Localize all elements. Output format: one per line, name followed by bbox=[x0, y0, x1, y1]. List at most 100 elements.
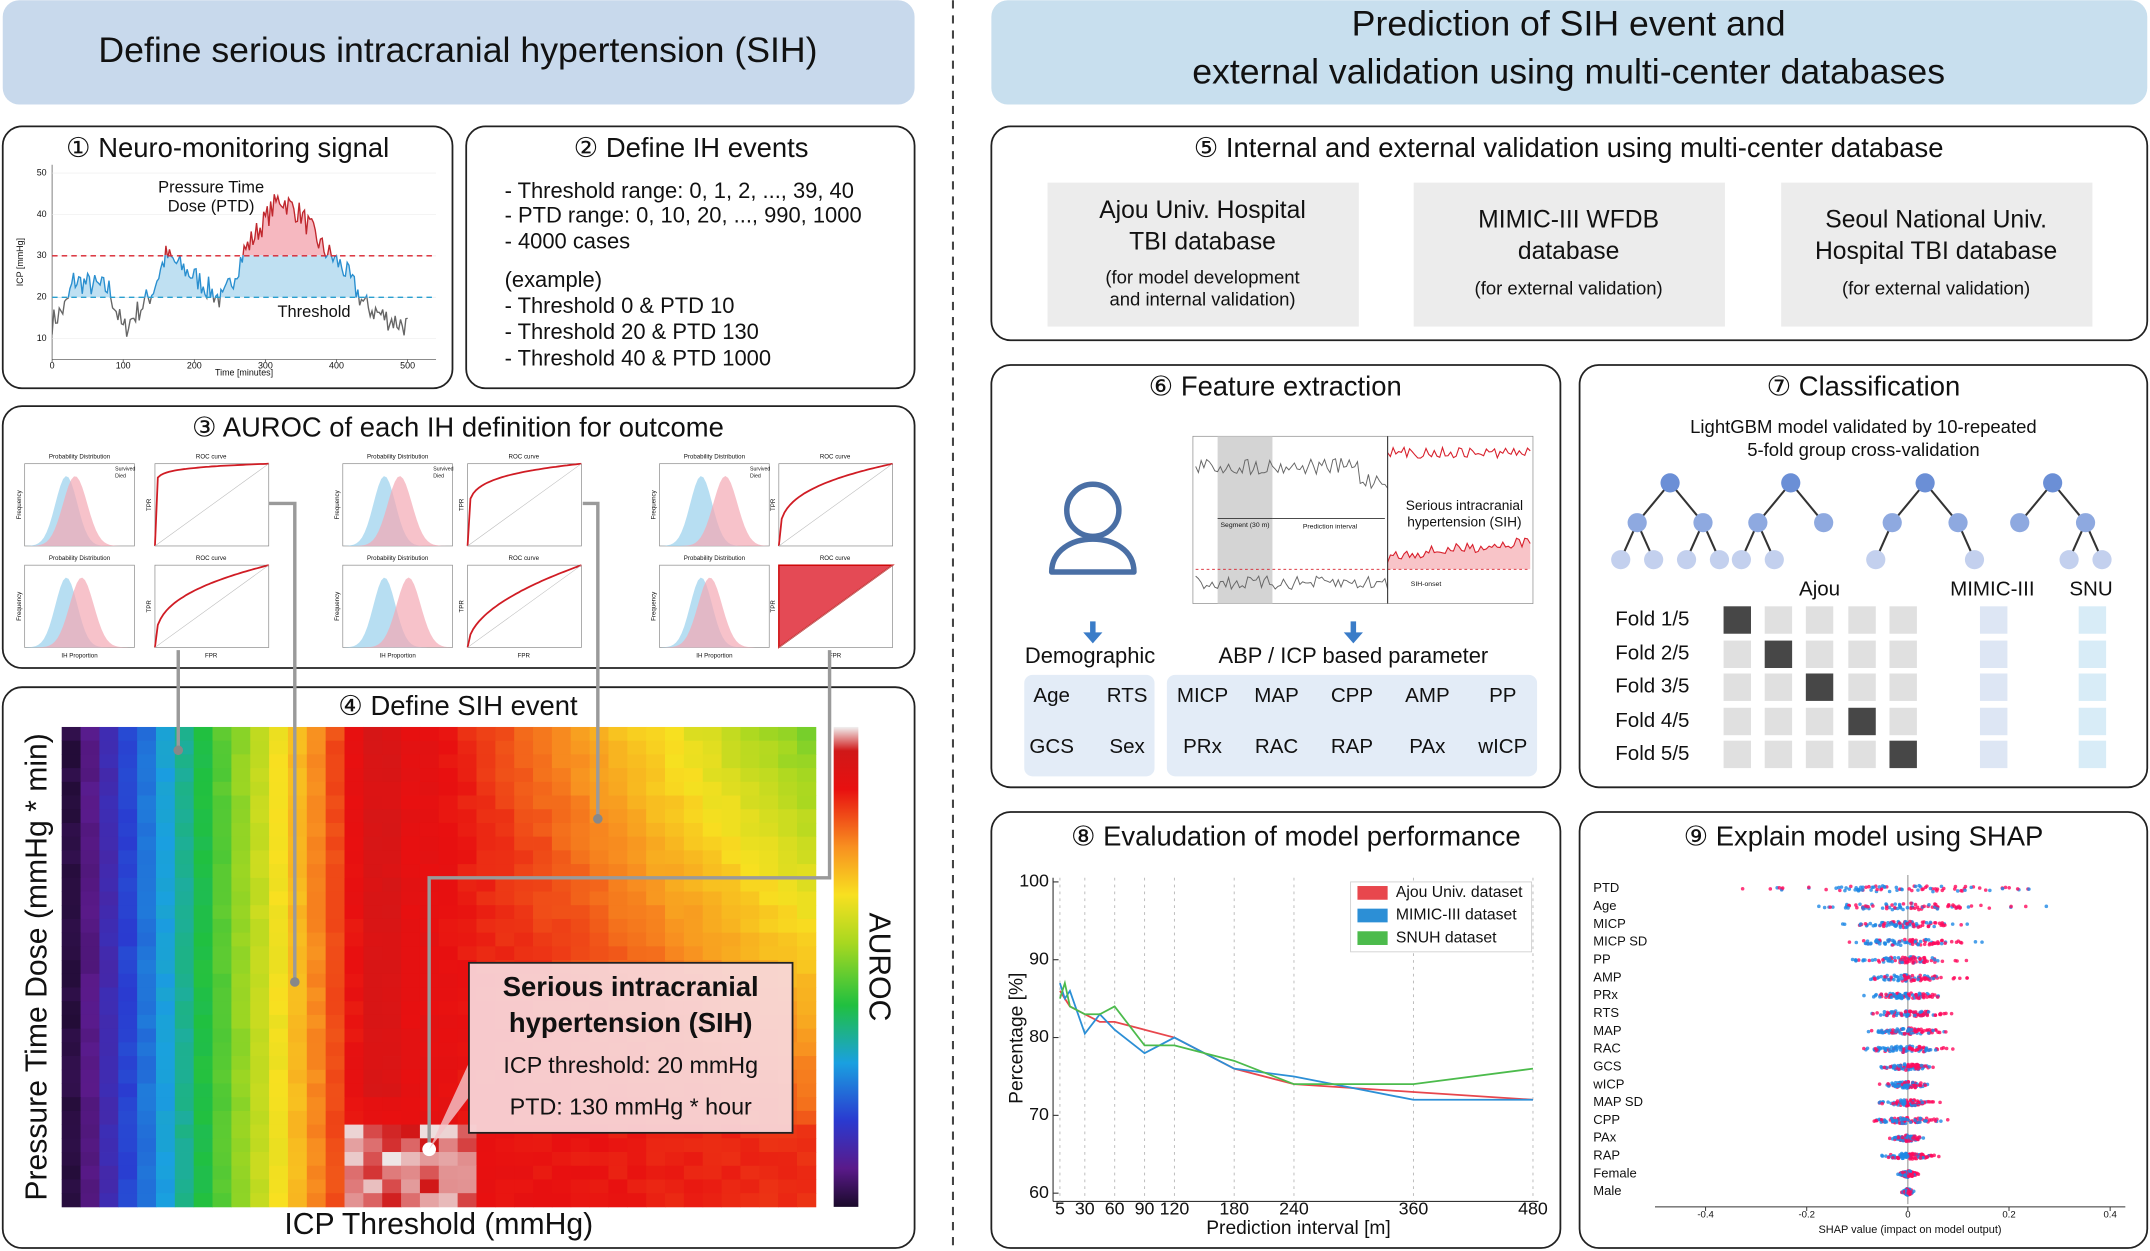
heat-cell bbox=[287, 1152, 308, 1167]
person-icon bbox=[1048, 536, 1137, 575]
heat-cell bbox=[231, 918, 251, 934]
heat-cell bbox=[61, 1014, 81, 1030]
shap-dot bbox=[1920, 1030, 1924, 1034]
heat-cell bbox=[231, 1138, 251, 1153]
shap-dot bbox=[1900, 976, 1904, 981]
heat-cell bbox=[363, 1193, 383, 1208]
heat-cell bbox=[533, 932, 553, 947]
shap-dot bbox=[1949, 939, 1954, 944]
shap-dot bbox=[1918, 939, 1923, 944]
heat-cell bbox=[344, 1110, 364, 1126]
heat-cell bbox=[118, 781, 138, 796]
x-tick-label: 240 bbox=[1279, 1198, 1309, 1218]
heat-cell bbox=[99, 1069, 119, 1084]
heat-cell bbox=[363, 754, 383, 769]
shap-dot bbox=[1879, 887, 1883, 892]
heat-cell bbox=[118, 754, 138, 769]
shap-dot bbox=[1905, 1134, 1910, 1139]
shap-dot bbox=[1885, 1010, 1890, 1015]
heat-cell bbox=[778, 891, 798, 906]
heat-cell bbox=[155, 905, 176, 920]
y-tick-label: 20 bbox=[37, 292, 47, 302]
roc bbox=[466, 462, 582, 547]
heat-cell bbox=[137, 1042, 157, 1057]
heat-cell bbox=[570, 1165, 591, 1180]
shap-dot bbox=[1933, 1013, 1938, 1017]
mini-axis: TPR bbox=[146, 600, 153, 613]
shap-dot bbox=[1834, 886, 1838, 890]
heat-cell bbox=[61, 987, 81, 1002]
heat-cell bbox=[759, 1193, 779, 1208]
heat-cell bbox=[287, 740, 308, 755]
heat-cell bbox=[740, 1152, 760, 1167]
callout-text: PTD: 130 mmHg * hour bbox=[510, 1093, 752, 1119]
dist bbox=[24, 476, 135, 546]
shap-dot bbox=[1875, 1011, 1879, 1015]
heat-cell bbox=[589, 1165, 609, 1180]
heat-cell bbox=[325, 1138, 345, 1153]
heat-cell bbox=[61, 973, 81, 988]
heat-cell bbox=[382, 754, 402, 769]
heat-cell bbox=[683, 946, 704, 961]
heat-cell bbox=[457, 864, 477, 879]
heat-cell bbox=[419, 836, 440, 851]
shap-dot bbox=[1923, 1119, 1927, 1123]
heat-cell bbox=[155, 973, 176, 988]
feature-label: PTD bbox=[1593, 880, 1619, 895]
heat-cell bbox=[627, 822, 647, 838]
heat-cell bbox=[627, 836, 647, 851]
heat-cell bbox=[174, 1069, 195, 1084]
shap-dot bbox=[1932, 924, 1936, 929]
header bbox=[2, 0, 915, 105]
heat-cell bbox=[495, 1179, 515, 1194]
heat-cell bbox=[665, 754, 685, 769]
heat-cell bbox=[344, 864, 364, 879]
heat-cell bbox=[721, 864, 741, 879]
mini-label: Segment (30 m) bbox=[1220, 522, 1269, 529]
heat-cell bbox=[514, 864, 534, 879]
shap-dot bbox=[1828, 905, 1833, 909]
heat-cell bbox=[212, 1069, 232, 1084]
feature-label: Age bbox=[1593, 898, 1616, 913]
shap-dot bbox=[1873, 957, 1877, 962]
db-name: MIMIC-III WFDB bbox=[1478, 207, 1659, 234]
shap-dot bbox=[1954, 906, 1958, 911]
heat-cell bbox=[401, 877, 421, 892]
mini-axis: IH Proportion bbox=[379, 652, 416, 659]
fold-cell bbox=[1764, 606, 1793, 634]
shap-dot bbox=[1933, 1048, 1938, 1052]
tree-node bbox=[2059, 550, 2079, 570]
shap-dot bbox=[1884, 1029, 1888, 1034]
heat-cell bbox=[137, 836, 157, 851]
heat-cell bbox=[155, 1083, 176, 1098]
shap-dot bbox=[1886, 1100, 1890, 1104]
heat-cell bbox=[438, 781, 459, 796]
shap-dot bbox=[1887, 889, 1892, 894]
heat-cell bbox=[683, 1152, 704, 1167]
group-title: ABP / ICP based parameter bbox=[1218, 643, 1488, 668]
heat-cell bbox=[99, 1124, 119, 1139]
heat-cell bbox=[344, 1179, 364, 1194]
heat-cell bbox=[551, 1193, 572, 1208]
heat-cell bbox=[269, 809, 289, 824]
heat-cell bbox=[344, 1028, 364, 1043]
heat-cell bbox=[533, 836, 553, 851]
heat-cell bbox=[665, 891, 685, 906]
heat-cell bbox=[514, 932, 534, 947]
shap-dot bbox=[1898, 1063, 1903, 1068]
heat-cell bbox=[665, 1152, 685, 1167]
heat-cell bbox=[363, 1179, 383, 1194]
heat-cell bbox=[514, 768, 534, 783]
heat-cell bbox=[155, 1165, 176, 1180]
tree-node bbox=[1781, 473, 1801, 493]
heat-cell bbox=[382, 905, 402, 920]
axis-label: Time [minutes] bbox=[215, 368, 273, 378]
shap-dot bbox=[1886, 939, 1891, 944]
heat-cell bbox=[231, 1152, 251, 1167]
heat-cell bbox=[476, 1179, 496, 1194]
shap-dot bbox=[2007, 886, 2011, 890]
heat-cell bbox=[796, 932, 817, 947]
heat-cell bbox=[99, 1193, 119, 1208]
heat-cell bbox=[796, 768, 817, 783]
heat-cell bbox=[61, 1152, 81, 1167]
